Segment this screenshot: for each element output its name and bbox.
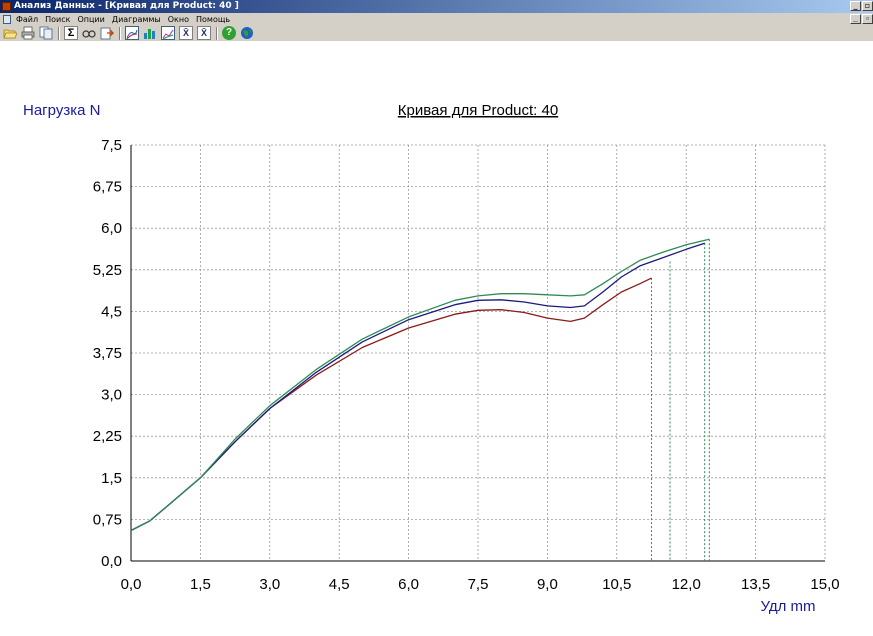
- menubar: Файл Поиск Опции Диаграммы Окно Помощь _ ▫ Σ: [0, 13, 873, 41]
- y-tick-label: 6,0: [101, 220, 122, 237]
- y-tick-label: 2,25: [93, 428, 122, 445]
- window-title: Анализ Данных - [Кривая для Product: 40 …: [14, 0, 239, 13]
- sum-icon[interactable]: Σ: [64, 26, 78, 40]
- y-tick-label: 0,75: [93, 511, 122, 528]
- x-tick-label: 6,0: [398, 576, 419, 593]
- minimize-button[interactable]: _: [850, 1, 861, 11]
- child-window-controls: _ ▫: [849, 14, 873, 25]
- child-minimize-button[interactable]: _: [850, 14, 861, 24]
- line-chart-icon[interactable]: [161, 26, 175, 40]
- menu-charts[interactable]: Диаграммы: [112, 15, 161, 24]
- series-lines: [131, 239, 709, 530]
- y-tick-label: 6,75: [93, 179, 122, 196]
- child-restore-button[interactable]: ▫: [862, 14, 873, 24]
- app-icon[interactable]: [2, 2, 11, 11]
- x-tick-label: 12,0: [672, 576, 701, 593]
- y-tick-label: 7,5: [101, 137, 122, 154]
- globe-icon[interactable]: [240, 26, 254, 40]
- x-tick-label: 10,5: [602, 576, 631, 593]
- print-icon[interactable]: [21, 26, 35, 40]
- menu-items: Файл Поиск Опции Диаграммы Окно Помощь: [16, 13, 237, 26]
- break-lines: [652, 239, 710, 561]
- chart-client-area: Нагрузка N Кривая для Product: 40 Удл mm…: [0, 41, 873, 631]
- x-tick-label: 0,0: [121, 576, 142, 593]
- export-icon[interactable]: [100, 26, 114, 40]
- toolbar-separator: [119, 27, 121, 40]
- x-stat-icon[interactable]: X̄: [197, 26, 211, 40]
- y-tick-label: 5,25: [93, 262, 122, 279]
- menu-window[interactable]: Окно: [168, 15, 189, 24]
- x-mean-icon[interactable]: X̄: [179, 26, 193, 40]
- y-tick-label: 4,5: [101, 303, 122, 320]
- x-tick-label: 4,5: [329, 576, 350, 593]
- y-tick-label: 1,5: [101, 470, 122, 487]
- menu-search[interactable]: Поиск: [45, 15, 70, 24]
- bar-chart-icon[interactable]: [143, 26, 157, 40]
- y-tick-label: 3,0: [101, 387, 122, 404]
- x-tick-labels: 0,0 1,5 3,0 4,5 6,0 7,5 9,0 10,5 12,0 13,5 15,0: [121, 576, 840, 593]
- menu-help[interactable]: Помощь: [196, 15, 230, 24]
- toolbar: Σ X̄ X̄ ?: [0, 26, 873, 41]
- copy-icon[interactable]: [39, 26, 53, 40]
- grid-lines: [131, 145, 825, 561]
- window-titlebar[interactable]: Анализ Данных - [Кривая для Product: 40 …: [0, 0, 873, 13]
- x-tick-label: 15,0: [810, 576, 839, 593]
- menu-file[interactable]: Файл: [16, 15, 38, 24]
- help-icon[interactable]: ?: [222, 26, 236, 40]
- document-icon[interactable]: [3, 15, 11, 24]
- x-tick-label: 1,5: [190, 576, 211, 593]
- series-line: [131, 243, 705, 530]
- x-tick-label: 13,5: [741, 576, 770, 593]
- open-folder-icon[interactable]: [3, 26, 17, 40]
- toolbar-separator: [58, 27, 60, 40]
- y-tick-label: 3,75: [93, 345, 122, 362]
- x-tick-label: 9,0: [537, 576, 558, 593]
- x-axis-label: Удл mm: [760, 598, 815, 615]
- y-tick-label: 0,0: [101, 553, 122, 570]
- curve-chart-icon[interactable]: [125, 26, 139, 40]
- y-axis-label: Нагрузка N: [23, 102, 100, 119]
- chart: Нагрузка N Кривая для Product: 40 Удл mm…: [0, 41, 873, 631]
- series-line: [131, 239, 709, 530]
- toolbar-separator: [216, 27, 218, 40]
- y-tick-labels: 0,0 0,75 1,5 2,25 3,0 3,75 4,5 5,25 6,0 6,75 7,5: [93, 137, 122, 570]
- x-tick-label: 7,5: [468, 576, 489, 593]
- window-controls: _ ▫: [849, 1, 873, 12]
- chart-title: Кривая для Product: 40: [398, 102, 558, 119]
- glasses-icon[interactable]: [82, 26, 96, 40]
- series-line: [131, 278, 652, 530]
- restore-button[interactable]: ▫: [862, 1, 873, 11]
- menu-options[interactable]: Опции: [77, 15, 104, 24]
- x-tick-label: 3,0: [259, 576, 280, 593]
